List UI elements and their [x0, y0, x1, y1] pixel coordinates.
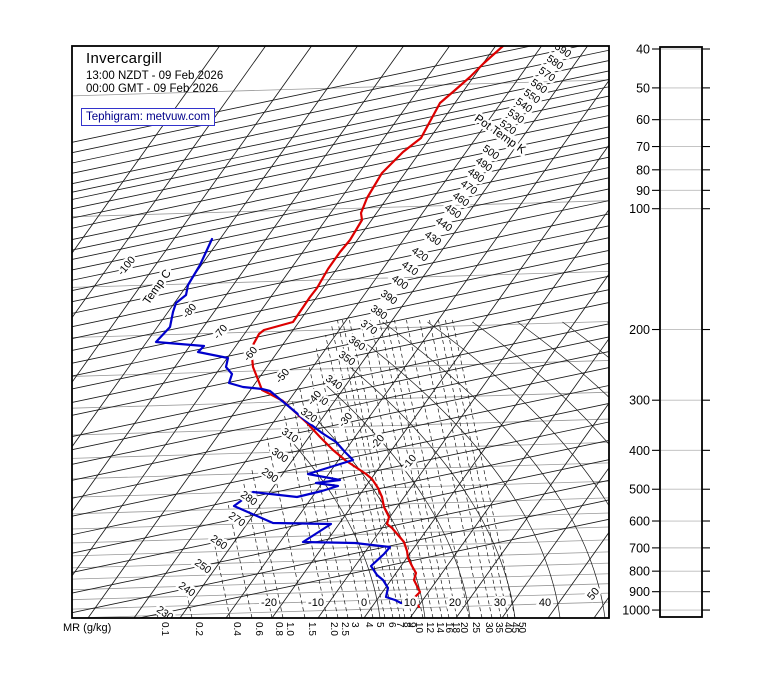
svg-text:3: 3 [349, 622, 360, 628]
svg-text:12: 12 [424, 622, 435, 634]
plot-area: 5905805705605505405305205004904804704604… [72, 46, 609, 618]
local-time: 13:00 NZDT - 09 Feb 2026 [86, 70, 224, 82]
svg-text:0.2: 0.2 [193, 622, 204, 636]
mixing-ratio-lines [156, 319, 516, 618]
svg-text:-10: -10 [308, 597, 324, 609]
svg-text:40: 40 [539, 597, 551, 609]
svg-text:5: 5 [374, 622, 385, 628]
pressure-label: 70 [636, 140, 650, 154]
svg-text:40: 40 [502, 622, 513, 634]
svg-text:-70: -70 [211, 322, 230, 341]
pressure-label: 200 [629, 323, 650, 337]
svg-text:-100: -100 [115, 254, 138, 278]
svg-text:10: 10 [413, 622, 424, 634]
title-block: Invercargill 13:00 NZDT - 09 Feb 2026 00… [86, 50, 223, 96]
dewpoint-trace [154, 237, 403, 605]
pressure-label: 400 [629, 444, 650, 458]
svg-text:0: 0 [361, 597, 367, 609]
svg-text:30: 30 [483, 622, 494, 634]
pressure-label: 80 [636, 163, 650, 177]
plot-border [71, 45, 610, 619]
svg-text:10: 10 [404, 597, 416, 609]
svg-text:16: 16 [443, 622, 454, 634]
svg-text:0.8: 0.8 [273, 622, 284, 636]
svg-text:1.5: 1.5 [306, 622, 317, 636]
svg-text:320: 320 [298, 406, 319, 426]
mixing-ratio-axis: MR (g/kg) 0.1 0.2 0.4 0.6 0.8 1.0 1.5 2.0 2.5 3 4 5 6… [63, 622, 527, 636]
svg-text:50: 50 [516, 622, 527, 634]
svg-text:45: 45 [509, 622, 520, 634]
svg-text:350: 350 [336, 349, 357, 369]
svg-text:1.0: 1.0 [284, 622, 295, 636]
svg-text:340: 340 [323, 373, 344, 393]
svg-text:4: 4 [363, 622, 374, 628]
svg-text:300: 300 [269, 446, 290, 466]
utc-time: 00:00 GMT - 09 Feb 2026 [86, 83, 219, 95]
svg-text:430: 430 [422, 229, 443, 249]
svg-text:270: 270 [226, 510, 247, 530]
svg-text:0.6: 0.6 [253, 622, 264, 636]
pressure-label: 50 [636, 81, 650, 95]
svg-text:390: 390 [378, 288, 399, 308]
metvuw-link[interactable]: Tephigram: metvuw.com [81, 108, 215, 126]
svg-text:2.5: 2.5 [339, 622, 350, 636]
svg-text:14: 14 [434, 622, 445, 634]
svg-text:380: 380 [368, 303, 389, 323]
pressure-label: 800 [629, 565, 650, 579]
surface-temp-labels: -20 -10 0 10 20 30 40 [259, 595, 554, 612]
station-name: Invercargill [86, 50, 163, 67]
pressure-label: 500 [629, 483, 650, 497]
pressure-label: 700 [629, 541, 650, 555]
svg-text:-80: -80 [180, 301, 199, 320]
svg-text:-50: -50 [273, 366, 292, 385]
svg-text:20: 20 [449, 597, 461, 609]
surface-temp-50-label: 50 [585, 586, 602, 603]
wind-barb-column [659, 46, 703, 618]
svg-text:8: 8 [401, 622, 412, 628]
svg-text:0.1: 0.1 [159, 622, 170, 636]
mr-axis-label: MR (g/kg) [63, 622, 111, 634]
svg-text:370: 370 [358, 318, 379, 338]
isobar-lines [72, 79, 609, 618]
svg-text:410: 410 [399, 259, 420, 279]
svg-text:400: 400 [389, 273, 410, 293]
pressure-label: 600 [629, 515, 650, 529]
pressure-label: 90 [636, 184, 650, 198]
svg-text:18: 18 [450, 622, 461, 634]
svg-text:30: 30 [494, 597, 506, 609]
pressure-label: 300 [629, 394, 650, 408]
isotherm-lines [72, 46, 609, 618]
svg-text:6: 6 [386, 622, 397, 628]
svg-text:-20: -20 [261, 597, 277, 609]
svg-text:-60: -60 [241, 344, 260, 363]
svg-text:9: 9 [406, 622, 417, 628]
pressure-scale-panel: 40 50 60 70 80 90 100 200 300 400 500 600 700 800 900 1… [622, 43, 710, 618]
svg-text:290: 290 [259, 466, 280, 486]
pressure-label: 100 [629, 202, 650, 216]
dry-adiabat-lines [72, 46, 609, 618]
svg-text:260: 260 [208, 533, 229, 553]
svg-text:20: 20 [458, 622, 469, 634]
temp-axis-label: Temp C [141, 268, 174, 307]
svg-text:35: 35 [493, 622, 504, 634]
svg-text:250: 250 [192, 557, 213, 577]
pressure-label: 900 [629, 585, 650, 599]
pressure-label: 1000 [622, 604, 650, 618]
svg-text:25: 25 [470, 622, 481, 634]
svg-text:420: 420 [409, 245, 430, 265]
svg-text:0.4: 0.4 [231, 622, 242, 636]
svg-text:7: 7 [394, 622, 405, 628]
svg-text:2.0: 2.0 [328, 622, 339, 636]
moist-adiabat-curves [284, 321, 609, 618]
pressure-label: 40 [636, 43, 650, 57]
pressure-label: 60 [636, 113, 650, 127]
